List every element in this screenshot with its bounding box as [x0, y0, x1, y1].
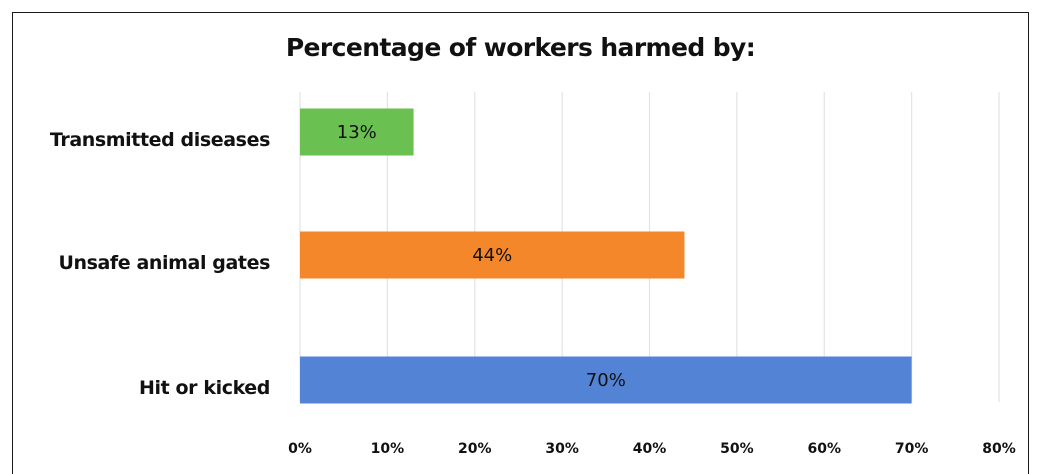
x-tick-label: 40%: [633, 441, 667, 457]
bar: [300, 108, 414, 156]
x-tick-label: 20%: [458, 441, 492, 457]
category-label: Transmitted diseases: [50, 129, 270, 151]
x-tick-label: 80%: [982, 441, 1016, 457]
chart-title: Percentage of workers harmed by:: [285, 33, 756, 62]
bar: [300, 231, 685, 279]
x-tick-label: 50%: [720, 441, 754, 457]
bar: [300, 356, 912, 404]
x-tick-label: 0%: [288, 441, 312, 457]
x-tick-label: 60%: [807, 441, 841, 457]
bar-data-label: 13%: [337, 122, 377, 143]
bar-data-label: 70%: [586, 370, 626, 391]
category-label: Unsafe animal gates: [58, 252, 270, 274]
category-label: Hit or kicked: [139, 377, 270, 399]
x-tick-label: 10%: [371, 441, 405, 457]
x-tick-label: 30%: [545, 441, 579, 457]
x-tick-label: 70%: [895, 441, 929, 457]
bar-data-label: 44%: [472, 245, 512, 266]
